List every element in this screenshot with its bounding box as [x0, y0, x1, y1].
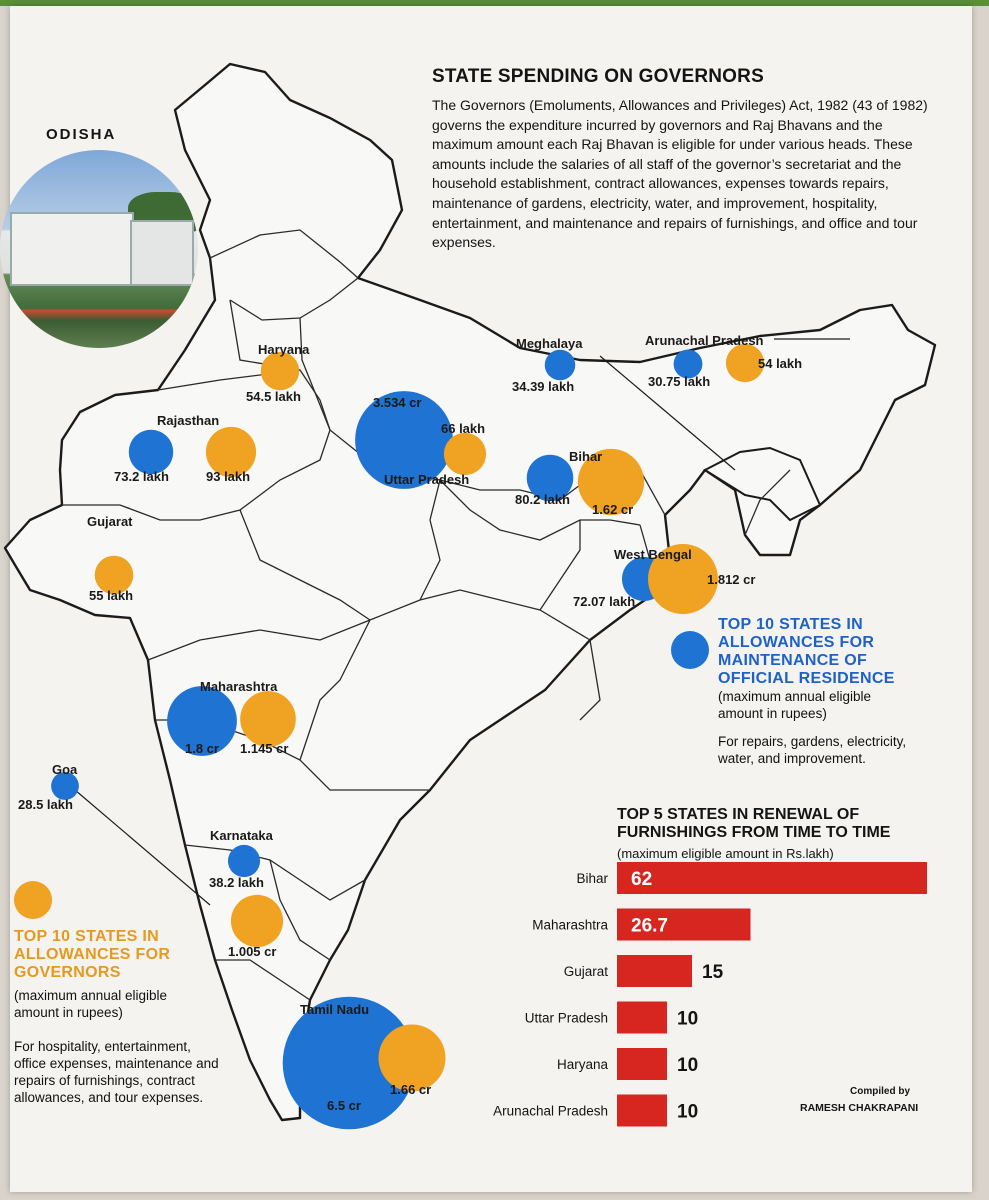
bar-maharashtra: [617, 908, 751, 941]
bubble-residence-rajasthan: [128, 429, 174, 475]
value-wb-governors: 1.812 cr: [707, 572, 756, 587]
bubble-residence-bihar: [526, 454, 574, 502]
bubble-governors-bihar: [577, 448, 645, 516]
value-karnataka-governors: 1.005 cr: [228, 944, 277, 959]
state-label-karnataka: Karnataka: [210, 828, 273, 843]
bubble-residence-meghalaya: [544, 349, 576, 381]
bubble-governors-rajasthan: [205, 426, 257, 478]
legend-residence-swatch: [671, 631, 709, 669]
bar-category-label: Haryana: [557, 1057, 609, 1072]
bar-category-label: Arunachal Pradesh: [493, 1104, 608, 1119]
credit-name: RAMESH CHAKRAPANI: [800, 1102, 919, 1114]
photo-building-wing: [130, 220, 194, 286]
credit-label: Compiled by: [850, 1086, 911, 1097]
value-tn-residence: 6.5 cr: [327, 1098, 361, 1113]
bubble-governors-karnataka: [230, 894, 284, 948]
legend-residence-note: For repairs, gardens, electricity, water…: [718, 734, 907, 766]
east-lobe-outline: [702, 446, 822, 522]
legend-governors-subtitle: (maximum annual eligible amount in rupee…: [14, 988, 168, 1020]
bubble-residence-arunachal-pradesh: [673, 349, 703, 379]
bubble-layer: [14, 343, 765, 1130]
value-arunachal-governors: 54 lakh: [758, 356, 803, 371]
legend-governors-swatch: [14, 881, 52, 919]
bar-category-label: Uttar Pradesh: [525, 1011, 608, 1026]
bar-chart-title: TOP 5 STATES IN RENEWAL OF FURNISHINGS F…: [617, 806, 891, 841]
legend-residence-subtitle: (maximum annual eligible amount in rupee…: [718, 689, 872, 721]
state-label-maharashtra: Maharashtra: [200, 679, 278, 694]
value-bihar-governors: 1.62 cr: [592, 502, 634, 517]
bar-arunachal-pradesh: [617, 1094, 667, 1127]
bar-category-label: Maharashtra: [532, 918, 608, 933]
bar-gujarat: [617, 955, 692, 987]
state-label-gujarat: Gujarat: [87, 514, 133, 529]
legend-governors-title: TOP 10 STATES IN ALLOWANCES FOR GOVERNOR…: [14, 928, 171, 981]
value-maharashtra-residence: 1.8 cr: [185, 741, 219, 756]
bubble-governors-west-bengal: [648, 544, 718, 614]
state-label-haryana: Haryana: [258, 342, 310, 357]
bar-haryana: [617, 1048, 667, 1080]
bar-value-label: 10: [677, 1009, 698, 1030]
state-label-goa: Goa: [52, 762, 78, 777]
value-rajasthan-residence: 73.2 lakh: [114, 469, 169, 484]
bar-category-label: Gujarat: [564, 964, 609, 979]
bar-chart-subtitle: (maximum eligible amount in Rs.lakh): [617, 846, 834, 861]
state-label-arunachal-pradesh: Arunachal Pradesh: [645, 333, 764, 348]
legend-residence-title: TOP 10 STATES IN ALLOWANCES FOR MAINTENA…: [718, 616, 895, 687]
value-arunachal-residence: 30.75 lakh: [648, 374, 711, 389]
bar-category-label: Bihar: [576, 871, 608, 886]
bubble-residence-goa: [51, 772, 79, 800]
odisha-raj-bhavan-photo: [0, 150, 198, 348]
value-meghalaya-residence: 34.39 lakh: [512, 379, 575, 394]
bar-value-label: 10: [677, 1055, 698, 1076]
page-title: STATE SPENDING ON GOVERNORS: [432, 66, 764, 87]
state-label-tamil-nadu: Tamil Nadu: [300, 1002, 370, 1017]
legend-governors-note: For hospitality, entertainment, office e…: [14, 1039, 219, 1105]
value-wb-residence: 72.07 lakh: [573, 594, 636, 609]
bar-value-label: 62: [631, 869, 652, 890]
value-haryana-governors: 54.5 lakh: [246, 389, 301, 404]
bubble-governors-maharashtra: [240, 691, 296, 747]
state-label-bihar: Bihar: [569, 449, 603, 464]
value-gujarat-governors: 55 lakh: [89, 588, 134, 603]
bubble-residence-uttar-pradesh: [355, 391, 453, 489]
value-up-residence: 3.534 cr: [373, 395, 422, 410]
value-karnataka-residence: 38.2 lakh: [209, 875, 264, 890]
state-label-rajasthan: Rajasthan: [157, 413, 220, 428]
state-label-uttar-pradesh: Uttar Pradesh: [384, 472, 470, 487]
value-up-governors: 66 lakh: [441, 421, 486, 436]
value-goa-residence: 28.5 lakh: [18, 797, 73, 812]
bubble-governors-gujarat: [94, 555, 134, 595]
state-borders: [62, 229, 791, 1001]
bubble-governors-arunachal-pradesh: [725, 343, 765, 383]
bubble-residence-karnataka: [227, 844, 261, 878]
value-maharashtra-governors: 1.145 cr: [240, 741, 289, 756]
photo-caption: ODISHA: [46, 126, 117, 143]
photo-building: [10, 212, 134, 286]
bubble-governors-uttar-pradesh: [443, 432, 487, 476]
state-label-meghalaya: Meghalaya: [516, 336, 583, 351]
bar-uttar-pradesh: [617, 1001, 667, 1034]
bar-value-label: 15: [702, 962, 724, 983]
value-bihar-residence: 80.2 lakh: [515, 492, 570, 507]
top-edge-strip: [0, 0, 989, 6]
intro-paragraph: The Governors (Emoluments, Allowances an…: [432, 97, 928, 251]
leader-lines: [74, 338, 850, 906]
bar-bihar: [617, 862, 927, 894]
value-rajasthan-governors: 93 lakh: [206, 469, 251, 484]
state-label-west-bengal: West Bengal: [614, 547, 692, 562]
value-tn-governors: 1.66 cr: [390, 1082, 432, 1097]
bubble-governors-haryana: [260, 351, 300, 391]
bar-value-label: 10: [677, 1102, 698, 1123]
bubble-governors-tamil-nadu: [378, 1024, 446, 1092]
bubble-residence-tamil-nadu: [282, 996, 416, 1130]
bar-value-label: 26.7: [631, 916, 668, 937]
bubble-residence-maharashtra: [167, 686, 237, 756]
